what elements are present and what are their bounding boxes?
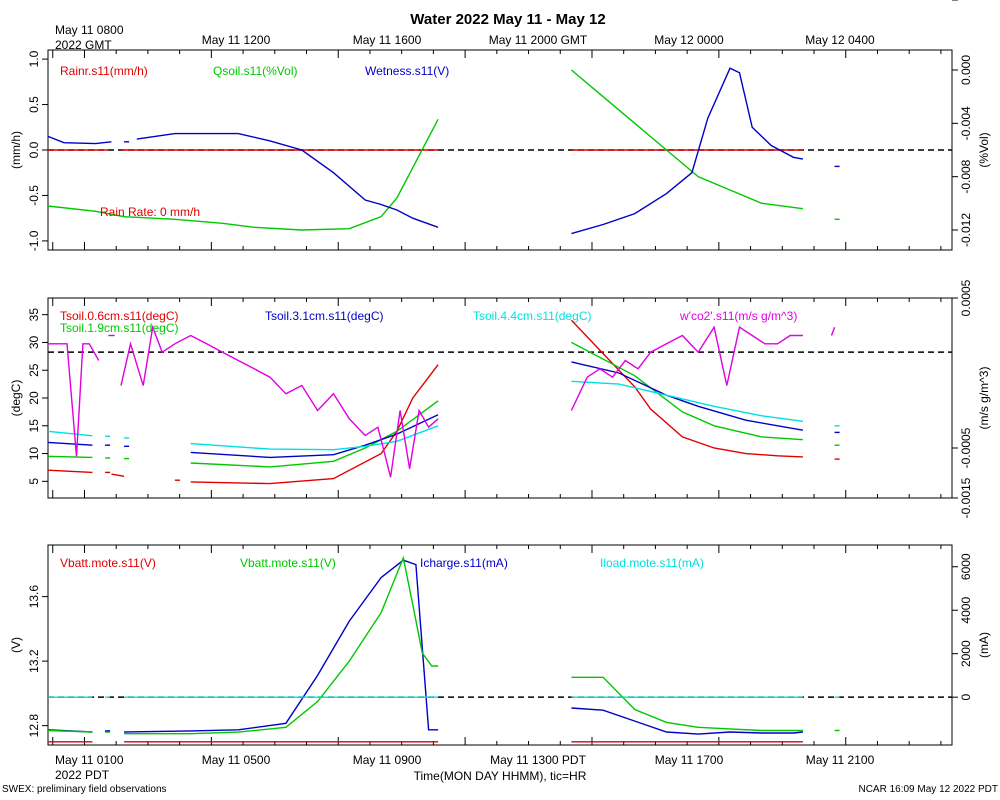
legend-entry: Iload.mote.s11(mA) — [600, 556, 704, 570]
series-line-icharge-s11-ma- — [124, 559, 439, 733]
series-line-vbatt-mote-s11-v- — [124, 555, 439, 735]
legend-entry: Tsoil.1.9cm.s11(degC) — [60, 321, 179, 335]
series-line-tsoil-1-9cm-s11-degc- — [190, 400, 439, 468]
right-axis-label: (m/s g/m^3) — [977, 367, 991, 430]
rain-rate-annotation: Rain Rate: 0 mm/h — [100, 205, 200, 219]
left-y-tick-label: 30 — [27, 335, 41, 349]
series-line-wetness-s11-v- — [571, 67, 804, 235]
series-line-w-co2-s11-m-s-g-m-3- — [120, 324, 439, 478]
top-axis-label: May 11 1600 — [353, 33, 422, 47]
legend-entry: Tsoil.0.6cm.s11(degC) — [60, 309, 179, 323]
left-y-tick-label: 13.2 — [27, 649, 41, 673]
series-line-vbatt-mote-s11-v- — [47, 729, 93, 733]
left-y-tick-label: 15 — [27, 419, 41, 433]
left-y-tick-label: 20 — [27, 391, 41, 405]
right-y-tick-label: 2000 — [959, 640, 973, 667]
top-axis-label: May 11 2000 GMT — [489, 33, 588, 47]
series-line-w-co2-s11-m-s-g-m-3- — [830, 326, 836, 336]
series-line-wetness-s11-v- — [47, 135, 112, 145]
legend-entry: w'co2'.s11(m/s g/m^3) — [679, 309, 797, 323]
panel-frame — [47, 544, 953, 746]
series-line-tsoil-0-6cm-s11-degc- — [190, 364, 439, 485]
right-y-tick-label: -0.004 — [959, 106, 973, 140]
right-y-tick-label: 0.000 — [959, 55, 973, 85]
left-y-tick-label: 1.0 — [27, 50, 41, 67]
legend-entry: Tsoil.3.1cm.s11(degC) — [265, 309, 384, 323]
right-y-tick-label: 4000 — [959, 597, 973, 624]
right-y-tick-label: 0 — [959, 694, 973, 701]
series-line-icharge-s11-ma- — [571, 707, 803, 735]
top-axis-label: May 11 1200 — [202, 33, 271, 47]
footer-left: SWEX: preliminary field observations — [2, 784, 167, 795]
series-line-qsoil-s11-vol- — [47, 118, 439, 231]
series-line-vbatt-mote-s11-v- — [571, 676, 803, 732]
panel-water: 1.0 0.5 0.0 -0.5 -1.0 (mm/h) 0.000 -0.004 -0.008… — [9, 49, 991, 251]
panel-power: 13.6 13.2 12.8 (V) 6000 4000 2000 0 (mA) Vbatt.mo… — [9, 544, 991, 746]
series-line-tsoil-0-6cm-s11-degc- — [111, 473, 125, 477]
series-line-w-co2-s11-m-s-g-m-3- — [570, 325, 803, 411]
x-axis-title: Time(MON DAY HHMM), tic=HR — [414, 769, 587, 783]
top-axis-label: May 12 0000 — [654, 33, 724, 47]
left-y-tick-label: -1.0 — [27, 230, 41, 251]
right-axis-label: (%Vol) — [977, 132, 991, 167]
bottom-axis-first-sublabel: 2022 PDT — [55, 768, 110, 782]
chart-title: Water 2022 May 11 - May 12 — [410, 11, 605, 28]
left-y-tick-label: 10 — [27, 447, 41, 461]
right-y-tick-label: -0.0005 — [959, 427, 973, 468]
legend-entry: Vbatt.mote.s11(V) — [60, 556, 156, 570]
chart-panels: 1.0 0.5 0.0 -0.5 -1.0 (mm/h) 0.000 -0.004 -0.008… — [9, 0, 991, 746]
right-y-tick-label: 0.0005 — [959, 279, 973, 316]
bottom-axis-label: May 11 1700 — [655, 753, 724, 767]
right-y-tick-label: 6000 — [959, 553, 973, 580]
legend-entry: Tsoil.4.4cm.s11(degC) — [473, 309, 592, 323]
series-line-w-co2-s11-m-s-g-m-3- — [48, 343, 100, 457]
legend-entry: Rainr.s11(mm/h) — [60, 64, 148, 78]
left-y-tick-label: 0.0 — [27, 141, 41, 158]
left-y-tick-label: 5 — [27, 478, 41, 485]
right-y-tick-label: -0.0015 — [959, 477, 973, 518]
right-axis-label: (mA) — [977, 632, 991, 658]
series-line-tsoil-1-9cm-s11-degc- — [571, 341, 803, 441]
left-y-tick-label: 0.5 — [27, 96, 41, 113]
bottom-axis-label: May 11 0500 — [202, 753, 271, 767]
bottom-axis-label: May 11 2100 — [806, 753, 875, 767]
series-line-tsoil-1-9cm-s11-degc- — [47, 455, 93, 459]
series-line-tsoil-3-1cm-s11-degc- — [47, 441, 93, 446]
left-axis-label: (mm/h) — [9, 131, 23, 169]
panel-frame — [47, 297, 953, 499]
right-y-tick-label: -0.012 — [959, 213, 973, 247]
series-line-tsoil-0-6cm-s11-degc- — [47, 469, 93, 474]
legend-entry: Vbatt.mote.s11(V) — [240, 556, 336, 570]
left-y-tick-label: 35 — [27, 308, 41, 322]
series-line-wetness-s11-v- — [136, 132, 439, 228]
bottom-axis-label: May 11 1300 PDT — [490, 753, 586, 767]
top-axis-first-label: May 11 0800 — [55, 23, 124, 37]
bottom-axis-first-label: May 11 0100 — [55, 753, 124, 767]
left-axis-label: (V) — [9, 637, 23, 653]
series-line-tsoil-3-1cm-s11-degc- — [190, 414, 439, 459]
series-line-qsoil-s11-vol- — [570, 69, 803, 210]
top-axis-first-sublabel: 2022 GMT — [55, 38, 112, 52]
right-y-tick-label: -0.008 — [959, 159, 973, 193]
bottom-axis-label: May 11 0900 — [353, 753, 422, 767]
series-line-tsoil-4-4cm-s11-degc- — [571, 380, 803, 422]
left-axis-label: (degC) — [9, 380, 23, 417]
left-y-tick-label: 12.8 — [27, 714, 41, 738]
legend-entry: Qsoil.s11(%Vol) — [213, 64, 297, 78]
panel-temperature: 35 30 25 20 15 10 5 (degC) 0.0005 -0.0005 -0.0015 -… — [9, 0, 991, 518]
left-y-tick-label: -0.5 — [27, 185, 41, 206]
legend-entry: Wetness.s11(V) — [365, 64, 449, 78]
series-line-tsoil-3-1cm-s11-degc- — [571, 361, 804, 431]
left-y-tick-label: 25 — [27, 363, 41, 377]
left-y-tick-label: 13.6 — [27, 585, 41, 609]
right-y-tick-label: -0.0015 — [950, 0, 991, 3]
footer-right: NCAR 16:09 May 12 2022 PDT — [858, 784, 998, 795]
series-line-tsoil-4-4cm-s11-degc- — [190, 425, 439, 451]
series-line-tsoil-4-4cm-s11-degc- — [47, 430, 93, 437]
top-axis-label: May 12 0400 — [805, 33, 875, 47]
legend-entry: Icharge.s11(mA) — [420, 556, 508, 570]
